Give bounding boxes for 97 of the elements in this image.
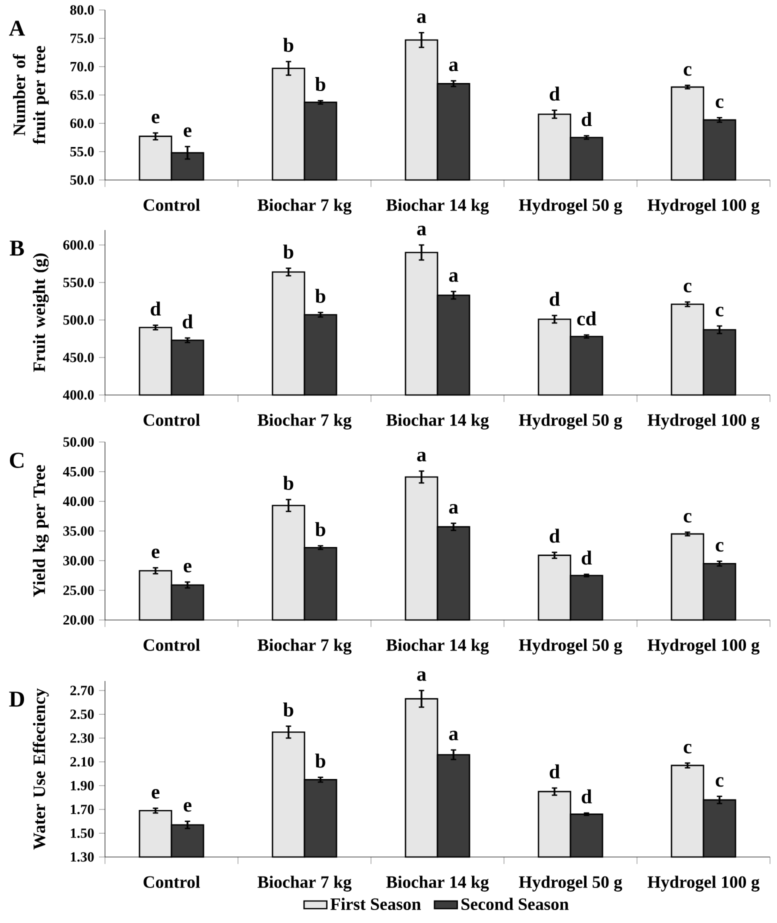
data-label: a	[417, 452, 426, 462]
y-tick-label: 20.00	[63, 615, 94, 625]
x-tick-label: Control	[144, 876, 200, 888]
y-tick-label: 35.00	[63, 526, 94, 536]
y-tick-label: 2.30	[70, 733, 94, 743]
data-label: a	[449, 504, 458, 514]
data-label: b	[283, 702, 294, 717]
chart-title: C	[10, 452, 24, 468]
x-tick-label: Hydrogel 100 g	[648, 876, 760, 892]
y-tick-label: 50.0	[70, 175, 94, 185]
data-label: cd	[577, 311, 596, 326]
data-label: d	[550, 292, 560, 306]
data-label: d	[582, 789, 592, 804]
data-label: e	[152, 789, 160, 799]
data-label: c	[684, 282, 692, 292]
data-label: c	[684, 66, 692, 76]
y-tick-label: 550.0	[63, 278, 94, 288]
chart-title: B	[10, 240, 24, 256]
x-tick-label: Biochar 7 kg	[258, 638, 352, 655]
x-tick-label: Hydrogel 50 g	[518, 638, 622, 655]
y-tick-label: 600.0	[63, 240, 94, 250]
x-tick-label: Control	[144, 638, 200, 651]
data-label: b	[283, 244, 294, 259]
x-tick-label: Hydrogel 100 g	[648, 414, 760, 430]
y-tick-label: 1.70	[70, 804, 94, 814]
y-tick-label: 2.70	[70, 686, 94, 696]
data-label: e	[152, 548, 160, 558]
y-tick-label: 400.0	[62, 390, 94, 400]
data-label: c	[716, 542, 724, 552]
y-tick-label: 2.10	[70, 757, 94, 767]
data-label: d	[582, 112, 592, 126]
x-tick-label: Hydrogel 100 g	[648, 638, 760, 655]
y-tick-label: 45.00	[62, 466, 94, 476]
chart-title: A	[9, 20, 26, 36]
x-tick-label: Biochar 7 kg	[258, 198, 352, 215]
data-label: c	[716, 777, 724, 787]
data-label: d	[550, 86, 560, 101]
x-tick-label: Biochar 14 kg	[386, 198, 489, 215]
y-axis-title: Yield kg per Tree	[32, 465, 49, 597]
data-label: c	[684, 512, 692, 523]
data-label: b	[283, 476, 294, 490]
y-tick-label: 60.0	[70, 118, 94, 128]
y-axis-title: Water Use Effeciency	[32, 688, 49, 850]
y-tick-label: 40.00	[62, 496, 94, 506]
data-label: a	[417, 13, 426, 24]
data-label: c	[684, 744, 692, 754]
y-tick-label: 450.0	[62, 352, 94, 362]
data-label: a	[417, 226, 426, 236]
x-tick-label: Hydrogel 50 g	[518, 414, 622, 430]
x-tick-label: Hydrogel 50 g	[518, 876, 622, 892]
x-tick-label: Hydrogel 100 g	[648, 198, 760, 215]
legend-label: Second Season	[462, 898, 569, 910]
y-tick-label: 55.0	[70, 146, 94, 156]
x-tick-label: Control	[144, 198, 200, 211]
data-label: e	[184, 127, 192, 137]
data-label: b	[283, 38, 294, 52]
data-label: d	[582, 550, 592, 565]
data-label: c	[716, 98, 724, 108]
x-tick-label: Hydrogel 50 g	[518, 198, 622, 215]
y-tick-label: 65.0	[70, 90, 94, 100]
data-label: d	[182, 314, 193, 328]
data-label: e	[152, 114, 160, 124]
data-label: e	[184, 802, 192, 812]
chart-title: D	[9, 692, 24, 707]
y-axis-title: Fruit weight (g)	[32, 254, 49, 372]
y-tick-label: 50.00	[63, 437, 94, 447]
y-tick-label: 80.0	[70, 5, 94, 15]
y-tick-label: 75.0	[70, 34, 94, 44]
data-label: b	[315, 288, 326, 303]
data-label: d	[550, 528, 560, 543]
y-axis-title: Number of fruit per tree	[12, 46, 49, 144]
data-label: b	[315, 754, 326, 768]
x-tick-label: Biochar 7 kg	[258, 876, 352, 892]
data-label: a	[417, 671, 426, 681]
legend-label: First Season	[330, 898, 421, 910]
y-tick-label: 30.00	[63, 556, 94, 566]
y-tick-label: 500.0	[63, 315, 94, 325]
y-tick-label: 1.50	[70, 828, 94, 838]
y-tick-label: 1.90	[70, 780, 94, 790]
y-tick-label: 1.30	[70, 852, 94, 862]
y-tick-label: 70.0	[70, 62, 94, 72]
data-label: a	[449, 730, 458, 740]
x-tick-label: Biochar 14 kg	[386, 876, 489, 892]
data-label: a	[449, 272, 458, 282]
x-tick-label: Biochar 14 kg	[386, 638, 489, 655]
data-label: c	[716, 306, 724, 316]
x-tick-label: Control	[144, 414, 200, 426]
x-tick-label: Biochar 14 kg	[386, 414, 489, 430]
data-label: e	[184, 562, 192, 572]
x-tick-label: Biochar 7 kg	[258, 414, 352, 430]
data-label: d	[150, 302, 161, 316]
data-label: b	[315, 76, 326, 92]
data-label: b	[315, 522, 326, 536]
y-tick-label: 2.50	[70, 710, 94, 720]
data-label: a	[449, 62, 458, 72]
y-tick-label: 25.00	[63, 586, 94, 596]
data-label: d	[550, 764, 560, 778]
